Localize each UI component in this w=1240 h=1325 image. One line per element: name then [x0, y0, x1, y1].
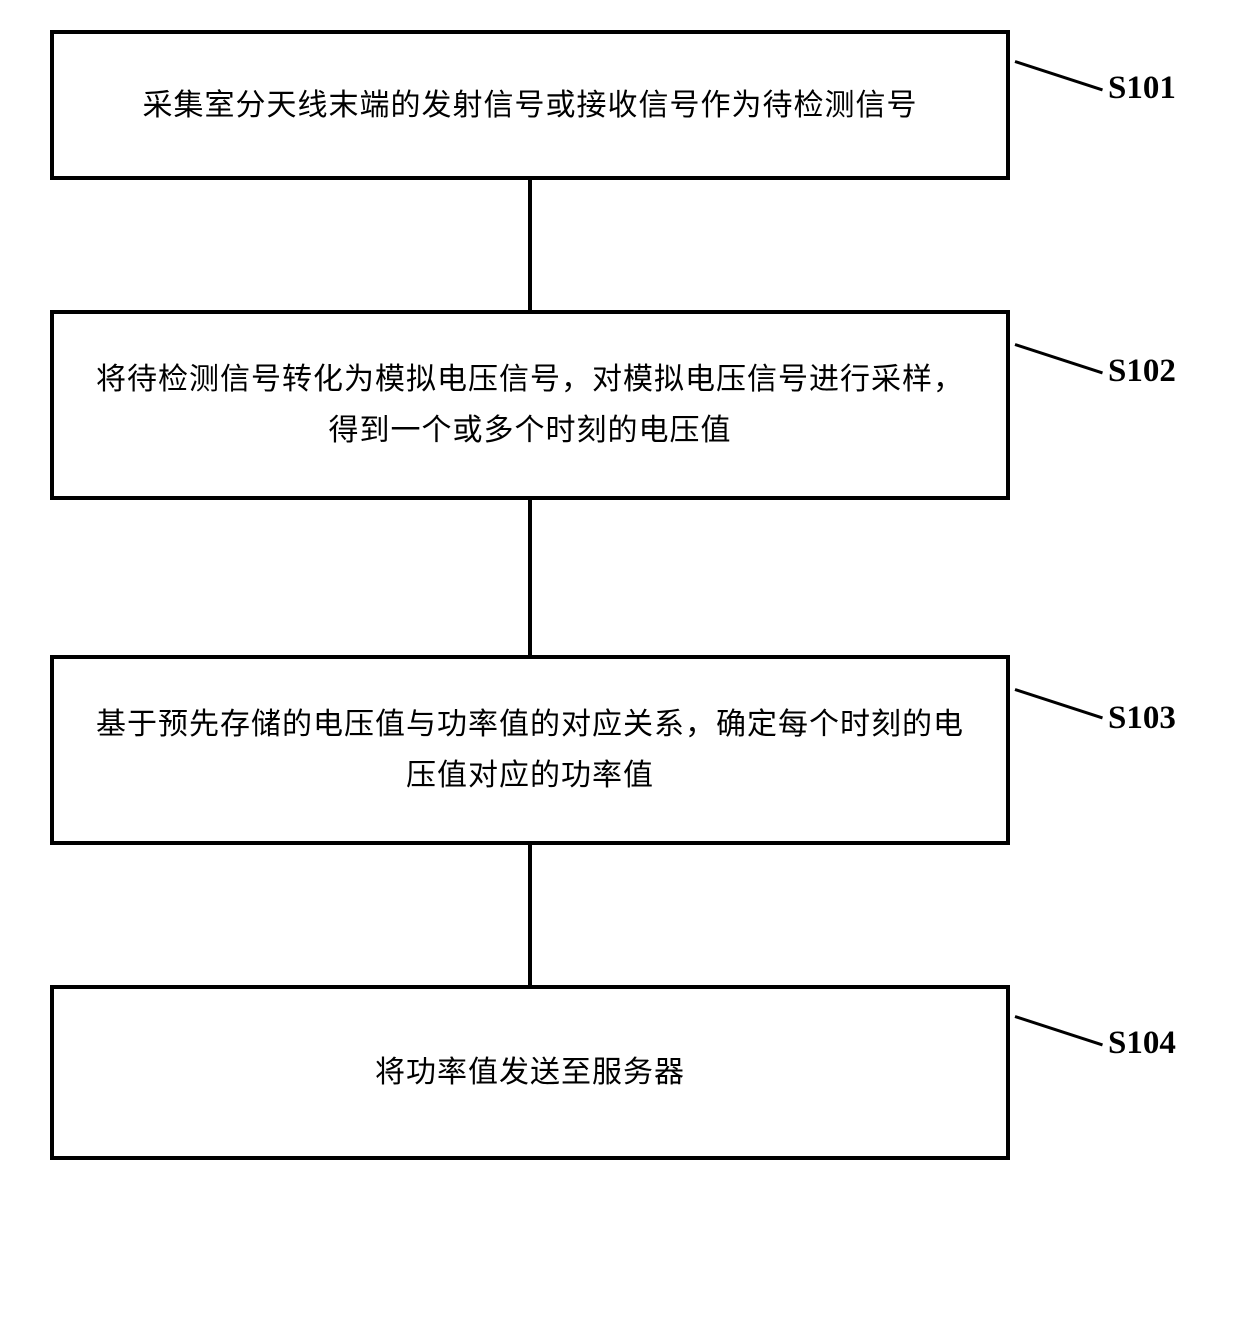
step-text: 将功率值发送至服务器: [375, 1047, 685, 1098]
step-box-s101: 采集室分天线末端的发射信号或接收信号作为待检测信号: [50, 30, 1010, 180]
label-connector-line: [1015, 60, 1103, 91]
step-label-s104: S104: [1108, 1025, 1176, 1062]
flowchart-step: 将待检测信号转化为模拟电压信号，对模拟电压信号进行采样，得到一个或多个时刻的电压…: [50, 310, 1010, 500]
step-text: 基于预先存储的电压值与功率值的对应关系，确定每个时刻的电压值对应的功率值: [94, 699, 966, 801]
step-box-s102: 将待检测信号转化为模拟电压信号，对模拟电压信号进行采样，得到一个或多个时刻的电压…: [50, 310, 1010, 500]
step-label-s102: S102: [1108, 353, 1176, 390]
label-connector-line: [1015, 343, 1103, 374]
flowchart-connector: [528, 180, 532, 310]
flowchart-step: 将功率值发送至服务器: [50, 985, 1010, 1160]
step-text: 采集室分天线末端的发射信号或接收信号作为待检测信号: [143, 80, 918, 131]
flowchart-step: 基于预先存储的电压值与功率值的对应关系，确定每个时刻的电压值对应的功率值: [50, 655, 1010, 845]
step-label-s103: S103: [1108, 700, 1176, 737]
step-label-s101: S101: [1108, 70, 1176, 107]
label-connector-line: [1015, 1015, 1103, 1046]
flowchart-connector: [528, 845, 532, 985]
step-box-s104: 将功率值发送至服务器: [50, 985, 1010, 1160]
label-connector-line: [1015, 688, 1103, 719]
flowchart-step: 采集室分天线末端的发射信号或接收信号作为待检测信号: [50, 30, 1010, 180]
step-box-s103: 基于预先存储的电压值与功率值的对应关系，确定每个时刻的电压值对应的功率值: [50, 655, 1010, 845]
flowchart-connector: [528, 500, 532, 655]
step-text: 将待检测信号转化为模拟电压信号，对模拟电压信号进行采样，得到一个或多个时刻的电压…: [94, 354, 966, 456]
